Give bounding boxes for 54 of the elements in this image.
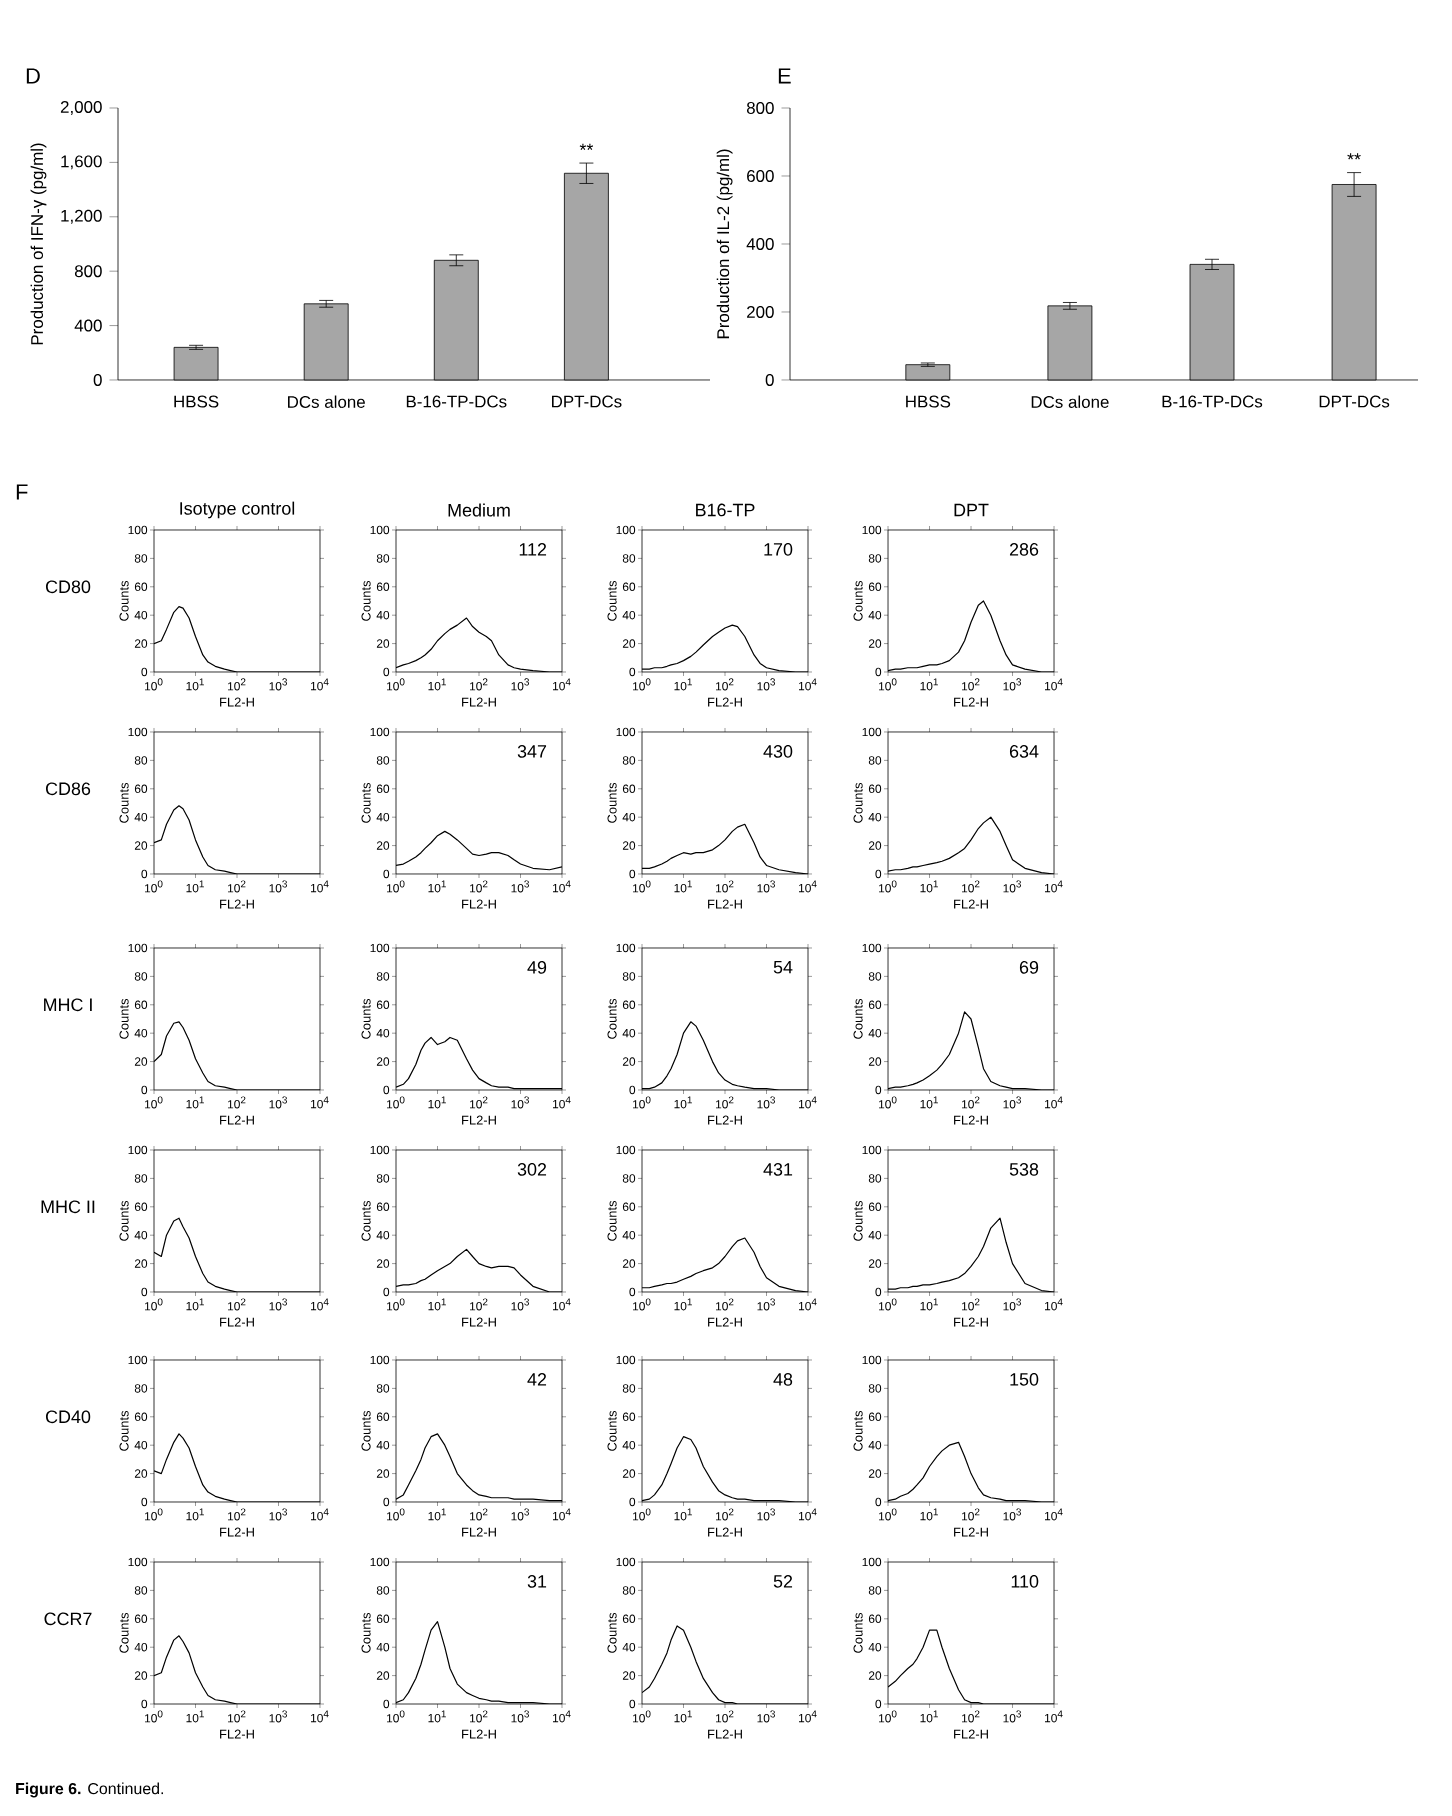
chart-title: Isotype control xyxy=(180,501,295,519)
x-tick-label: DCs alone xyxy=(1031,395,1109,408)
annotation: ** xyxy=(1347,153,1361,160)
annotation: 54 xyxy=(773,961,793,974)
x-tick-label: B-16-TP-DCs xyxy=(1162,395,1263,408)
y-tick-label: 1,200 xyxy=(61,209,102,224)
x-tick-label: DCs alone xyxy=(288,395,365,408)
x-tick-label: HBSS xyxy=(174,395,219,408)
annotation: 347 xyxy=(517,745,547,758)
annotation: 48 xyxy=(773,1373,793,1386)
y-tick-label: 1,600 xyxy=(61,155,102,170)
y-tick-label: 600 xyxy=(747,170,774,182)
chart-title: B16-TP xyxy=(696,503,755,517)
annotation: ** xyxy=(579,143,594,150)
y-tick-label: 0 xyxy=(765,374,774,386)
x-tick-label: DPT-DCs xyxy=(552,395,622,408)
annotation: 302 xyxy=(517,1163,547,1176)
y-tick-label: 200 xyxy=(747,306,774,318)
x-tick-label: DPT-DCs xyxy=(1319,395,1390,408)
text: F xyxy=(16,484,28,500)
annotation: 150 xyxy=(1010,1373,1039,1386)
annotation: 538 xyxy=(1009,1163,1039,1176)
annotation: 110 xyxy=(1011,1575,1039,1588)
y-tick-label: 0 xyxy=(93,374,102,386)
annotation: 42 xyxy=(527,1373,547,1386)
chart-title: D xyxy=(26,68,40,84)
y-tick-label: 800 xyxy=(74,265,102,278)
text: CD80 xyxy=(45,580,91,594)
x-tick-label: HBSS xyxy=(906,395,951,408)
y-tick-label: 400 xyxy=(746,238,774,250)
chart-title: DPT xyxy=(954,503,989,517)
chart-title: Medium xyxy=(448,503,510,517)
text: MHC I xyxy=(44,998,92,1012)
annotation: 112 xyxy=(519,543,547,556)
annotation: 634 xyxy=(1009,745,1039,758)
text: CD86 xyxy=(45,782,91,796)
x-tick-label: B-16-TP-DCs xyxy=(406,395,507,408)
y-axis-title: Production of IFN-γ (pg/ml) xyxy=(30,143,47,345)
y-axis-title: Production of IL-2 (pg/ml) xyxy=(716,149,733,339)
chart-title: E xyxy=(778,68,791,84)
annotation: 69 xyxy=(1019,961,1039,974)
text: MHC II xyxy=(41,1200,95,1214)
annotation: 52 xyxy=(773,1575,793,1588)
annotation: 286 xyxy=(1009,543,1039,556)
annotation: 430 xyxy=(763,745,793,758)
annotation: 49 xyxy=(527,961,547,974)
annotation: 431 xyxy=(763,1163,793,1176)
annotation: 31 xyxy=(527,1575,547,1588)
y-tick-label: 2,000 xyxy=(60,101,102,115)
y-tick-label: 400 xyxy=(74,319,102,332)
text: CCR7 xyxy=(44,1612,92,1626)
text: CD40 xyxy=(45,1410,91,1424)
annotation: 170 xyxy=(764,543,793,556)
y-tick-label: 800 xyxy=(746,102,774,114)
